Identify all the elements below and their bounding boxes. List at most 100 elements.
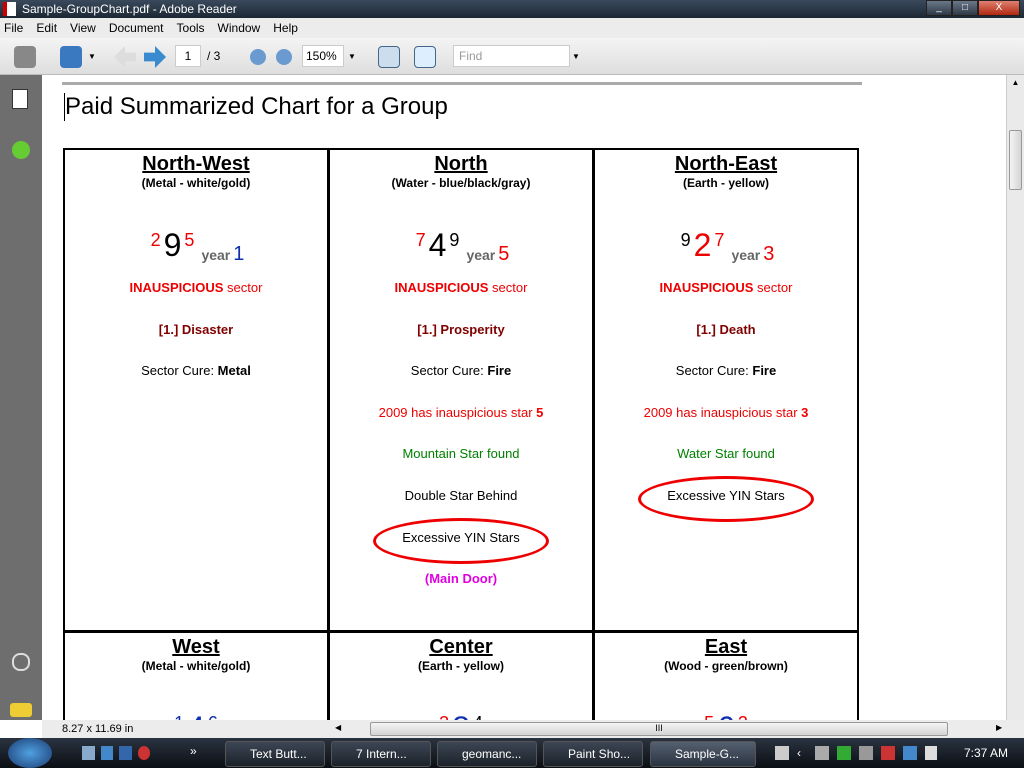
menu-help[interactable]: Help <box>273 21 298 35</box>
star-digit: 4 <box>187 710 205 720</box>
page-number-input[interactable]: 1 <box>175 45 201 67</box>
taskbar: » Text Butt... 7 Intern... geomanc... Pa… <box>0 738 1024 768</box>
year-label: year <box>201 247 231 263</box>
volume-icon[interactable] <box>925 746 937 760</box>
vertical-scrollbar[interactable]: ▲ <box>1006 75 1024 720</box>
sector-note: Mountain Star found <box>330 442 592 484</box>
chevron-down-icon[interactable]: ▼ <box>348 52 356 61</box>
star-digit: 4 <box>428 227 447 263</box>
sector-note: Excessive YIN Stars <box>595 475 857 526</box>
explorer-icon[interactable] <box>100 746 113 760</box>
fit-width-icon[interactable] <box>378 46 400 68</box>
highlight-circle <box>638 475 814 522</box>
start-button[interactable] <box>8 738 52 768</box>
sector-grid: North-West (Metal - white/gold) 29 5year 1 I… <box>63 148 860 720</box>
more-quick-launch[interactable]: » <box>190 744 197 758</box>
keyboard-icon[interactable] <box>859 746 873 760</box>
menu-view[interactable]: View <box>70 21 96 35</box>
star-digit: 7 <box>415 230 426 250</box>
find-input[interactable]: Find <box>453 45 570 67</box>
help-icon[interactable] <box>12 141 30 159</box>
horizontal-scrollbar[interactable]: III <box>370 722 948 736</box>
star-numbers: 146 <box>65 703 327 720</box>
task-geomancy[interactable]: geomanc... <box>437 741 537 767</box>
sector-element: (Metal - white/gold) <box>141 659 251 673</box>
page-count: / 3 <box>207 49 221 63</box>
pages-icon[interactable] <box>12 89 28 109</box>
chevron-down-icon[interactable]: ▼ <box>88 52 96 61</box>
sector-note: INAUSPICIOUS sector <box>65 276 327 318</box>
star-digit: 9 <box>680 230 691 250</box>
zoom-level-select[interactable]: 150% <box>302 45 344 67</box>
sector-note: [1.] Disaster <box>65 318 327 360</box>
note-text: INAUSPICIOUS <box>394 280 489 295</box>
app-icon[interactable] <box>137 746 150 760</box>
star-numbers: 384 <box>330 703 592 720</box>
pen-icon[interactable] <box>775 746 789 760</box>
menu-window[interactable]: Window <box>217 21 261 35</box>
menu-document[interactable]: Document <box>108 21 164 35</box>
chevron-down-icon[interactable]: ▼ <box>572 52 580 61</box>
sector-name: Center <box>429 636 493 658</box>
next-page-icon[interactable] <box>144 46 166 68</box>
sector-note: (Main Door) <box>330 567 592 609</box>
previous-page-icon[interactable] <box>114 46 136 68</box>
note-text: 3 <box>801 404 809 420</box>
sector-note: Double Star Behind <box>330 484 592 526</box>
note-text: [1.] Disaster <box>158 321 234 337</box>
connection-icon[interactable] <box>903 746 917 760</box>
maximize-button[interactable]: □ <box>952 0 978 16</box>
switch-windows-icon[interactable] <box>119 746 132 760</box>
minimize-button[interactable]: _ <box>926 0 952 16</box>
note-text: sector <box>753 280 793 295</box>
star-digit: 1 <box>174 713 184 720</box>
menu-tools[interactable]: Tools <box>176 21 205 35</box>
star-digit: 8 <box>452 710 470 720</box>
attachment-icon[interactable] <box>12 653 30 671</box>
note-text: [1.] Prosperity <box>417 321 505 337</box>
desktop-icon[interactable] <box>82 746 95 760</box>
title-bar: Sample-GroupChart.pdf - Adobe Reader _ □… <box>0 0 1024 18</box>
sector-element: (Metal - white/gold) <box>141 176 251 190</box>
sector-cell: Center (Earth - yellow) 384 <box>328 631 594 720</box>
note-text: 5 <box>536 404 544 420</box>
star-digit: 4 <box>473 713 483 720</box>
star-digit: 2 <box>150 230 161 250</box>
menu-file[interactable]: File <box>4 21 24 35</box>
year-label: year <box>731 247 761 263</box>
tray-icon[interactable] <box>815 746 829 760</box>
page-top-border <box>62 82 862 85</box>
scroll-thumb[interactable] <box>1009 130 1022 190</box>
menu-edit[interactable]: Edit <box>36 21 58 35</box>
note-text: 2009 has inauspicious star <box>643 404 802 420</box>
scroll-up-icon[interactable]: ▲ <box>1011 78 1020 87</box>
task-adobe-reader[interactable]: Sample-G... <box>650 741 756 767</box>
sector-name: North-West <box>142 153 250 175</box>
sector-note: Sector Cure: Fire <box>330 359 592 401</box>
star-digit: 9 <box>163 227 182 263</box>
window-title: Sample-GroupChart.pdf - Adobe Reader <box>22 2 237 16</box>
note-text: INAUSPICIOUS <box>129 280 224 295</box>
scroll-right-icon[interactable]: ▶ <box>996 723 1003 732</box>
chevron-left-icon[interactable]: ‹ <box>797 746 801 760</box>
sector-name: North <box>434 153 488 175</box>
task-internet-explorer[interactable]: 7 Intern... <box>331 741 431 767</box>
zoom-out-icon[interactable] <box>250 49 266 65</box>
zoom-in-icon[interactable] <box>276 49 292 65</box>
print-icon[interactable] <box>14 46 36 68</box>
sector-element: (Earth - yellow) <box>682 176 769 190</box>
fit-page-icon[interactable] <box>414 46 436 68</box>
close-button[interactable]: X <box>978 0 1020 16</box>
sector-note: Sector Cure: Metal <box>65 359 327 401</box>
star-numbers: 74 9 year 5 <box>330 220 592 265</box>
task-paint-shop[interactable]: Paint Sho... <box>543 741 643 767</box>
safely-remove-icon[interactable] <box>881 746 895 760</box>
comments-icon[interactable] <box>10 703 32 717</box>
collaborate-icon[interactable] <box>60 46 82 68</box>
note-text: Sector Cure: <box>141 363 218 379</box>
scroll-left-icon[interactable]: ◀ <box>335 723 342 732</box>
year-label: year <box>466 247 496 263</box>
network-icon[interactable] <box>837 746 851 760</box>
note-text: Fire <box>487 363 512 379</box>
task-text-buttons[interactable]: Text Butt... <box>225 741 325 767</box>
